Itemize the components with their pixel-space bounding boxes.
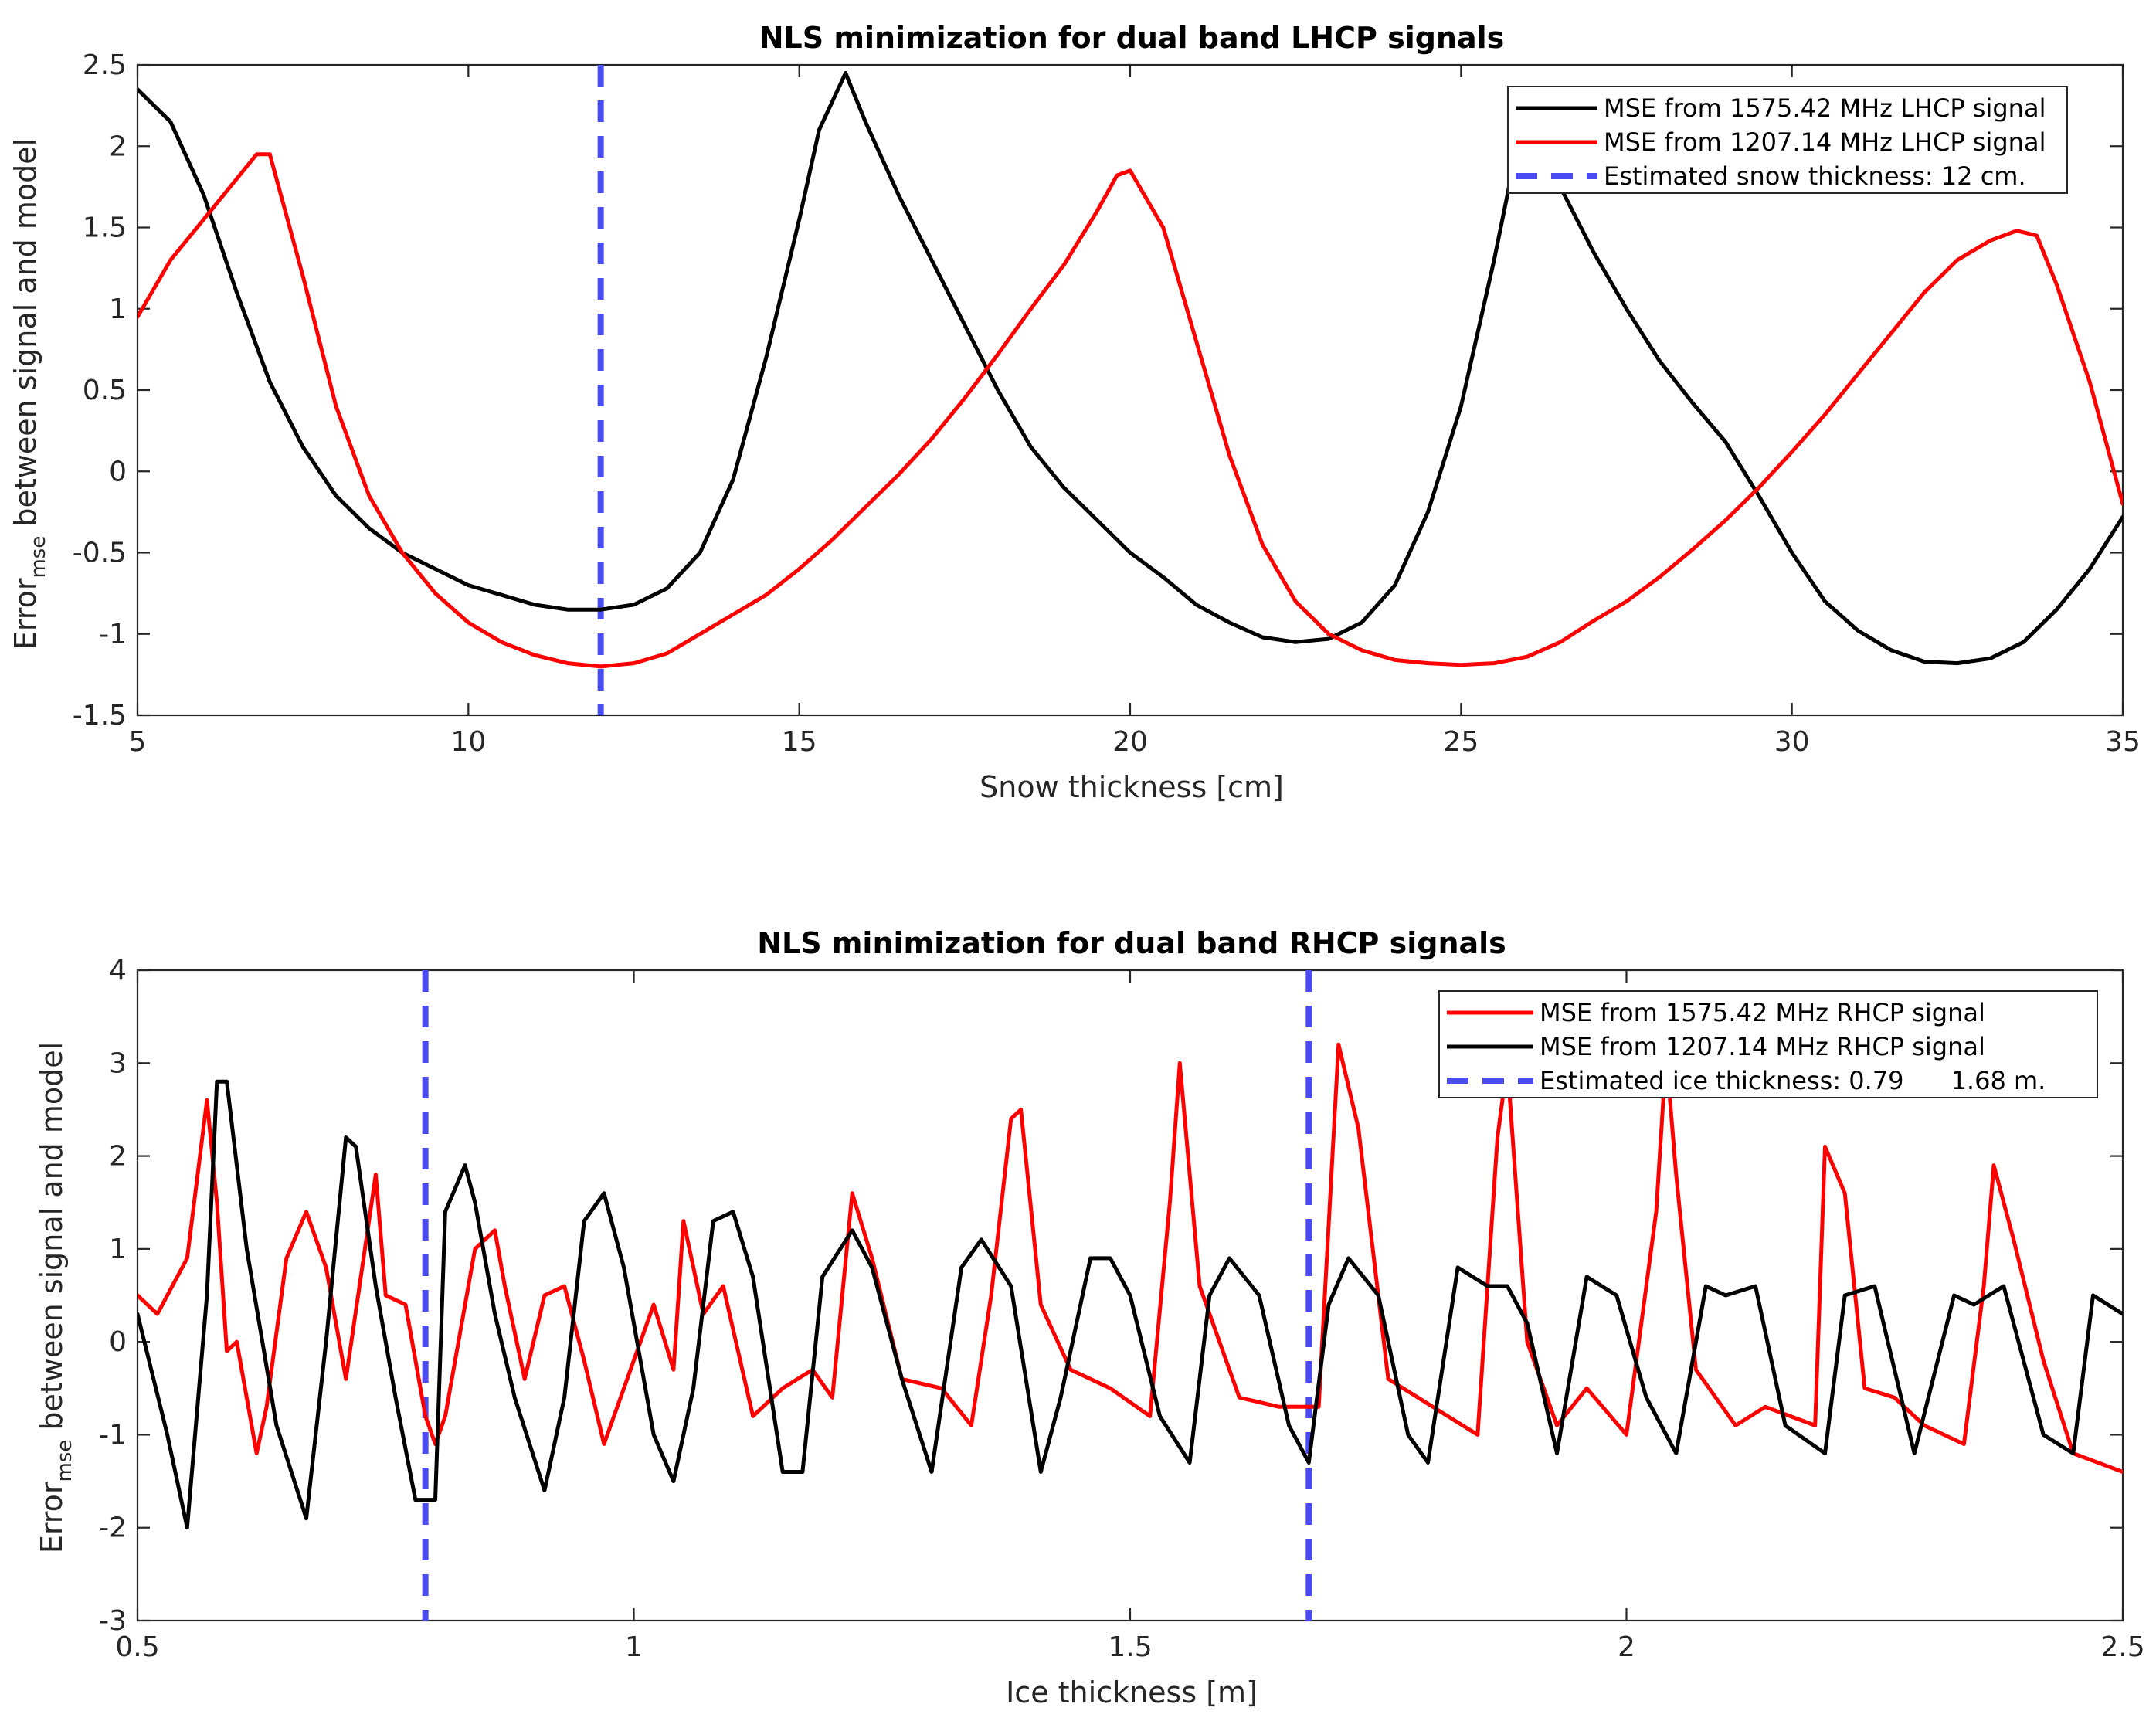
lhcp-legend: MSE from 1575.42 MHz LHCP signal MSE fro… [1507, 86, 2068, 194]
lhcp-y-tick-label: 1.5 [83, 212, 127, 244]
rhcp-y-tick-label: 3 [109, 1047, 127, 1079]
lhcp-x-tick-label: 25 [1443, 726, 1479, 758]
rhcp-x-axis-label: Ice thickness [m] [1006, 1675, 1258, 1709]
rhcp-y-label-main: Error [35, 1482, 69, 1553]
rhcp-chart: NLS minimization for dual band RHCP sign… [35, 926, 2145, 1709]
rhcp-legend-label-1207: MSE from 1207.14 MHz RHCP signal [1540, 1032, 1985, 1061]
lhcp-x-axis-label: Snow thickness [cm] [980, 770, 1284, 804]
rhcp-series-black-line [138, 1079, 2123, 1530]
rhcp-plot-area: 0.5 1 1.5 2 2.5 -3 -2 -1 0 1 2 3 4 [99, 955, 2145, 1663]
rhcp-legend-label-estimate: Estimated ice thickness: 0.79 1.68 m. [1540, 1066, 2046, 1095]
rhcp-x-tick-label: 2.5 [2100, 1631, 2144, 1663]
rhcp-chart-title: NLS minimization for dual band RHCP sign… [757, 926, 1506, 960]
rhcp-x-tick-label: 1.5 [1108, 1631, 1152, 1663]
lhcp-y-label-main: Error [8, 578, 42, 650]
lhcp-series-group [138, 65, 2123, 715]
rhcp-series-group [138, 970, 2123, 1621]
lhcp-y-tick-label: 0 [109, 456, 127, 487]
rhcp-y-tick-label: -2 [99, 1512, 127, 1544]
lhcp-x-tick-label: 10 [450, 726, 486, 758]
lhcp-legend-box [1507, 86, 2068, 194]
rhcp-y-axis-label: Errormse between signal and model [35, 1042, 76, 1553]
lhcp-y-tick-label: 0.5 [83, 375, 127, 406]
lhcp-x-tick-label: 20 [1112, 726, 1148, 758]
rhcp-series-red-line [138, 1042, 2123, 1474]
lhcp-y-tick-label: -1 [99, 619, 127, 650]
lhcp-y-tick-label: -0.5 [73, 538, 127, 569]
lhcp-x-tick-label: 35 [2105, 726, 2141, 758]
lhcp-y-label-rest: between signal and model [8, 138, 42, 536]
lhcp-chart-title: NLS minimization for dual band LHCP sign… [759, 21, 1505, 55]
rhcp-x-tick-label: 1 [625, 1631, 643, 1663]
lhcp-legend-label-1575: MSE from 1575.42 MHz LHCP signal [1604, 93, 2046, 123]
lhcp-y-tick-label: 2.5 [83, 49, 127, 81]
lhcp-y-tick-label: 2 [109, 131, 127, 162]
rhcp-y-tick-label: 4 [109, 955, 127, 986]
lhcp-x-tick-label: 15 [782, 726, 817, 758]
rhcp-x-tick-label: 0.5 [115, 1631, 159, 1663]
rhcp-y-label-rest: between signal and model [35, 1042, 69, 1440]
rhcp-y-tick-label: 2 [109, 1141, 127, 1173]
lhcp-y-axis-label: Errormse between signal and model [8, 138, 50, 650]
lhcp-legend-label-estimate: Estimated snow thickness: 12 cm. [1604, 161, 2026, 191]
lhcp-plot-area: 5 10 15 20 25 30 35 -1.5 -1 -0.5 0 0.5 1 1.5 2 2.5 [73, 49, 2141, 758]
lhcp-y-label-sub: mse [27, 536, 50, 579]
lhcp-series-black-line [138, 71, 2123, 666]
rhcp-y-label-sub: mse [53, 1440, 76, 1482]
lhcp-y-tick-label: -1.5 [73, 700, 127, 732]
rhcp-y-tick-label: -1 [99, 1419, 127, 1451]
rhcp-legend: MSE from 1575.42 MHz RHCP signal MSE fro… [1438, 990, 2098, 1098]
rhcp-y-tick-label: -3 [99, 1605, 127, 1637]
lhcp-y-tick-label: 1 [109, 294, 127, 325]
lhcp-x-tick-label: 30 [1774, 726, 1810, 758]
rhcp-y-tick-label: 0 [109, 1326, 127, 1358]
lhcp-series-red-line [138, 152, 2123, 669]
lhcp-legend-label-1207: MSE from 1207.14 MHz LHCP signal [1604, 127, 2046, 157]
lhcp-chart: NLS minimization for dual band LHCP sign… [8, 21, 2141, 804]
rhcp-x-tick-label: 2 [1618, 1631, 1635, 1663]
rhcp-legend-label-1575: MSE from 1575.42 MHz RHCP signal [1540, 998, 1985, 1027]
lhcp-x-tick-label: 5 [129, 726, 147, 758]
rhcp-legend-box [1438, 990, 2098, 1098]
rhcp-y-tick-label: 1 [109, 1234, 127, 1265]
